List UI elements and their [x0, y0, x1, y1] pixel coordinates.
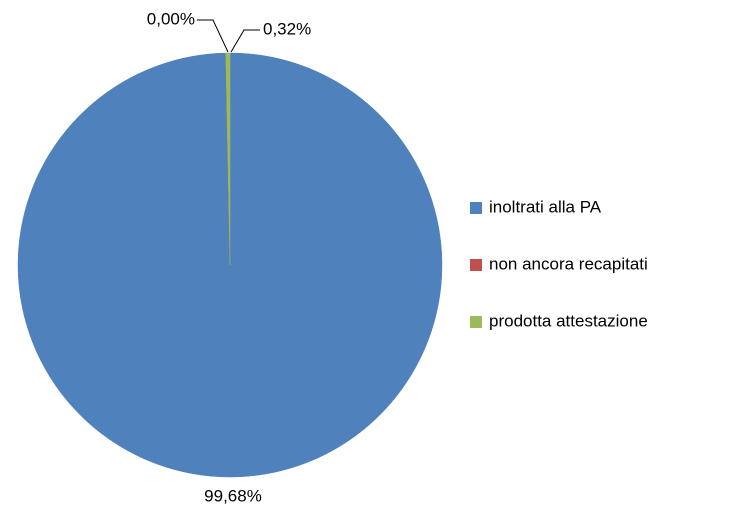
legend-label: inoltrati alla PA	[489, 197, 602, 216]
legend-label: non ancora recapitati	[489, 254, 648, 273]
legend-swatch	[470, 202, 482, 214]
legend-label: prodotta attestazione	[489, 311, 648, 330]
legend-swatch	[470, 316, 482, 328]
data-label: 99,68%	[204, 486, 262, 505]
data-label: 0,00%	[147, 9, 195, 28]
data-label: 0,32%	[263, 19, 311, 38]
legend-swatch	[470, 259, 482, 271]
leader-line	[230, 29, 260, 53]
pie-slice	[225, 52, 231, 266]
leader-line	[197, 19, 229, 53]
